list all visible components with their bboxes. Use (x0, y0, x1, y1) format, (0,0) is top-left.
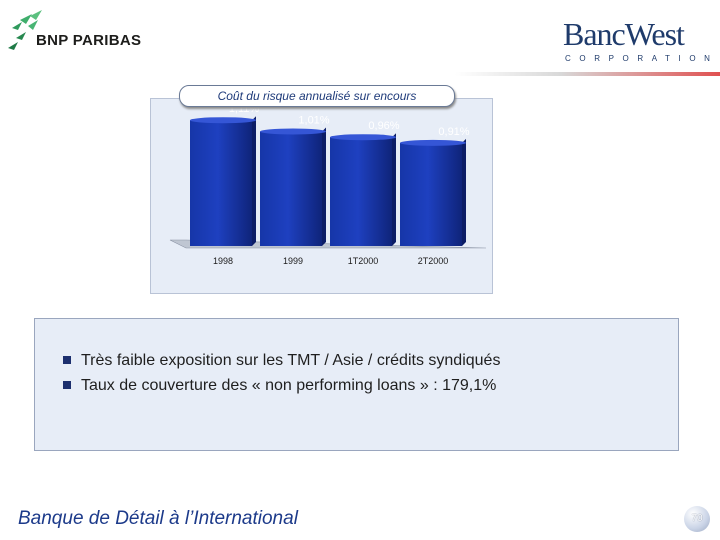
bar-side (462, 138, 466, 246)
footer-title: Banque de Détail à l’International (18, 508, 298, 529)
bar-side (322, 127, 326, 246)
bar (190, 120, 252, 246)
x-tick-label: 1998 (213, 256, 233, 266)
data-label: 0,96% (368, 120, 399, 132)
data-label: 0,91% (438, 126, 469, 138)
header-divider (455, 72, 720, 76)
highlights-box: Très faible exposition sur les TMT / Asi… (34, 318, 679, 451)
data-label: 1,01% (298, 115, 329, 127)
bar (330, 137, 392, 246)
bullet-text: Taux de couverture des « non performing … (81, 377, 497, 394)
bullet-item: Taux de couverture des « non performing … (63, 377, 496, 395)
bar (400, 142, 462, 246)
square-bullet-icon (63, 356, 71, 364)
bancwest-logo-text: BancWest (563, 16, 685, 52)
bullet-item: Très faible exposition sur les TMT / Asi… (63, 352, 500, 370)
bar (260, 131, 322, 246)
bullet-text: Très faible exposition sur les TMT / Asi… (81, 352, 501, 369)
x-tick-label: 2T2000 (418, 256, 449, 266)
x-tick-label: 1999 (283, 256, 303, 266)
bar-top (400, 139, 466, 146)
bar-side (392, 133, 396, 246)
bar-top (190, 117, 256, 124)
bnp-paribas-logo-text: BNP PARIBAS (36, 32, 142, 49)
page-number: 70 (684, 506, 710, 532)
square-bullet-icon (63, 381, 71, 389)
chart-title: Coût du risque annualisé sur encours (179, 85, 455, 107)
x-tick-label: 1T2000 (348, 256, 379, 266)
bar-side (252, 116, 256, 246)
bar-top (260, 128, 326, 135)
bancwest-logo-subtitle: CORPORATION (565, 54, 719, 63)
bnp-paribas-logo-icon (8, 10, 42, 50)
bar-top (330, 134, 396, 141)
